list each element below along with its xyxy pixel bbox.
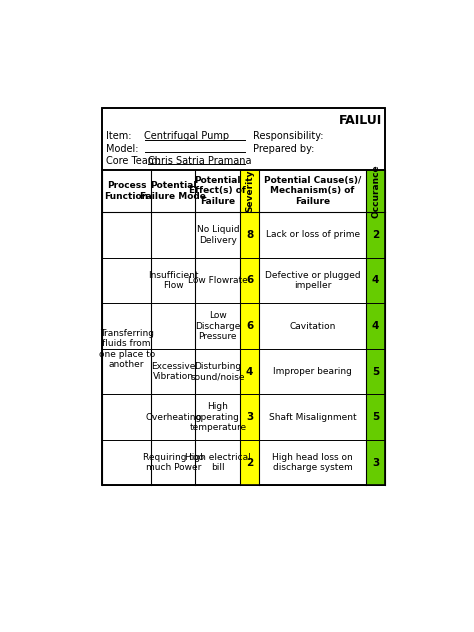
- Bar: [366, 440, 385, 485]
- Text: Process
Function: Process Function: [105, 181, 149, 200]
- Text: 6: 6: [246, 321, 253, 331]
- Bar: [240, 349, 259, 394]
- Text: No Liquid
Delivery: No Liquid Delivery: [197, 225, 239, 245]
- Bar: [366, 303, 385, 349]
- Text: High
operating
temperature: High operating temperature: [189, 402, 246, 432]
- Text: Potential
Failure Mode: Potential Failure Mode: [140, 181, 206, 200]
- Text: 4: 4: [372, 321, 379, 331]
- Bar: [240, 170, 259, 212]
- Text: Cavitation: Cavitation: [290, 322, 336, 331]
- Text: Low
Discharge
Pressure: Low Discharge Pressure: [195, 311, 240, 341]
- Bar: [240, 440, 259, 485]
- Bar: [366, 349, 385, 394]
- Text: Potential Cause(s)/
Mechanism(s) of
Failure: Potential Cause(s)/ Mechanism(s) of Fail…: [264, 176, 361, 206]
- Bar: [366, 258, 385, 303]
- Bar: [102, 108, 385, 485]
- Bar: [102, 108, 385, 485]
- Bar: [240, 394, 259, 440]
- Bar: [240, 212, 259, 258]
- Text: FAILUI: FAILUI: [338, 114, 382, 127]
- Bar: [240, 303, 259, 349]
- Bar: [366, 212, 385, 258]
- Text: Potential
Effect(s) of
Failure: Potential Effect(s) of Failure: [190, 176, 246, 206]
- Text: 5: 5: [372, 367, 379, 377]
- Text: Low Flowrate: Low Flowrate: [188, 276, 248, 285]
- Text: 6: 6: [246, 276, 253, 286]
- Text: 4: 4: [246, 367, 254, 377]
- Text: Requiring too
much Power: Requiring too much Power: [143, 453, 204, 472]
- Text: Transferring
fluids from
one place to
another: Transferring fluids from one place to an…: [99, 329, 155, 369]
- Text: Prepared by:: Prepared by:: [253, 143, 314, 154]
- Text: 4: 4: [372, 276, 379, 286]
- Text: Chris Satria Pramana: Chris Satria Pramana: [148, 156, 252, 166]
- Text: Lack or loss of prime: Lack or loss of prime: [265, 231, 360, 240]
- Bar: [366, 394, 385, 440]
- Text: 3: 3: [246, 412, 253, 422]
- Text: Model:: Model:: [106, 143, 138, 154]
- Text: Overheating: Overheating: [145, 413, 201, 422]
- Text: Excessive
Vibration: Excessive Vibration: [151, 362, 195, 381]
- Text: 2: 2: [372, 230, 379, 240]
- Text: Core Team:: Core Team:: [106, 156, 160, 166]
- Text: 5: 5: [372, 412, 379, 422]
- Text: Responsibility:: Responsibility:: [253, 131, 323, 142]
- Text: High electrical
bill: High electrical bill: [185, 453, 251, 472]
- Text: Improper bearing: Improper bearing: [273, 367, 352, 376]
- Text: Insufficient
Flow: Insufficient Flow: [148, 270, 199, 290]
- Text: Item:: Item:: [106, 131, 131, 142]
- Text: Shaft Misalignment: Shaft Misalignment: [269, 413, 356, 422]
- Text: Occurance: Occurance: [371, 164, 380, 218]
- Text: Disturbing
sound/noise: Disturbing sound/noise: [191, 362, 245, 381]
- Text: 8: 8: [246, 230, 253, 240]
- Text: High head loss on
discharge system: High head loss on discharge system: [272, 453, 353, 472]
- Text: Defective or plugged
impeller: Defective or plugged impeller: [265, 270, 360, 290]
- Text: Centrifugal Pump: Centrifugal Pump: [145, 131, 229, 142]
- Text: 2: 2: [246, 458, 253, 468]
- Text: 3: 3: [372, 458, 379, 468]
- Text: Severity: Severity: [245, 170, 254, 212]
- Bar: [240, 258, 259, 303]
- Bar: [366, 170, 385, 212]
